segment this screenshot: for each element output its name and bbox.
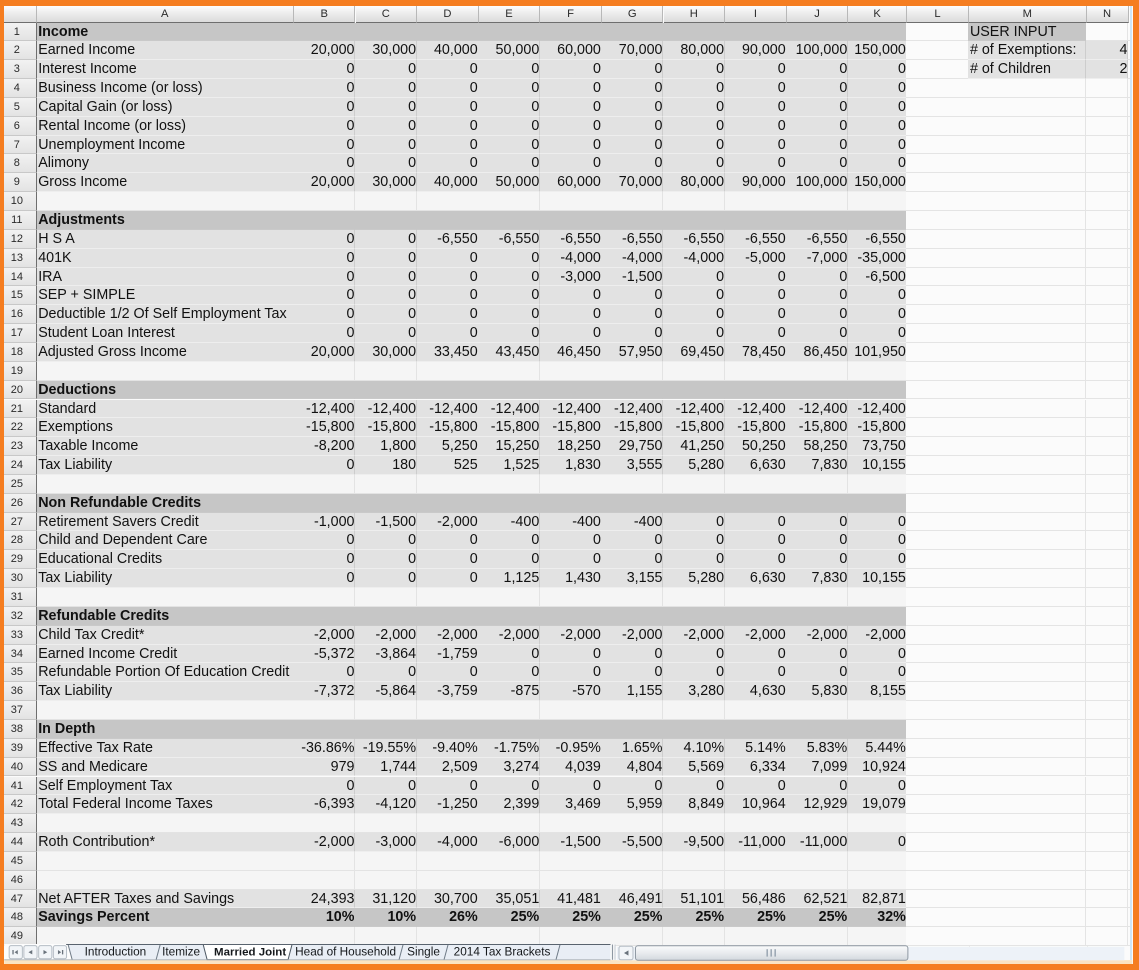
svg-text:Head of Household: Head of Household: [295, 945, 396, 958]
svg-text:2014 Tax Brackets: 2014 Tax Brackets: [454, 945, 551, 958]
svg-text:Introduction: Introduction: [85, 945, 147, 958]
svg-text:Itemize: Itemize: [162, 945, 200, 958]
svg-text:Married Joint: Married Joint: [214, 946, 286, 958]
svg-text:Single: Single: [407, 945, 440, 958]
